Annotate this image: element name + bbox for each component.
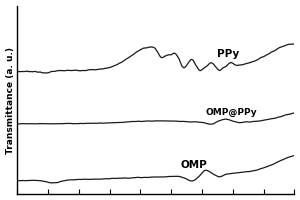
Text: OMP@PPy: OMP@PPy: [206, 108, 257, 117]
Y-axis label: Transmittance (a. u.): Transmittance (a. u.): [6, 46, 15, 154]
Text: PPy: PPy: [217, 49, 239, 59]
Text: OMP: OMP: [181, 160, 208, 170]
